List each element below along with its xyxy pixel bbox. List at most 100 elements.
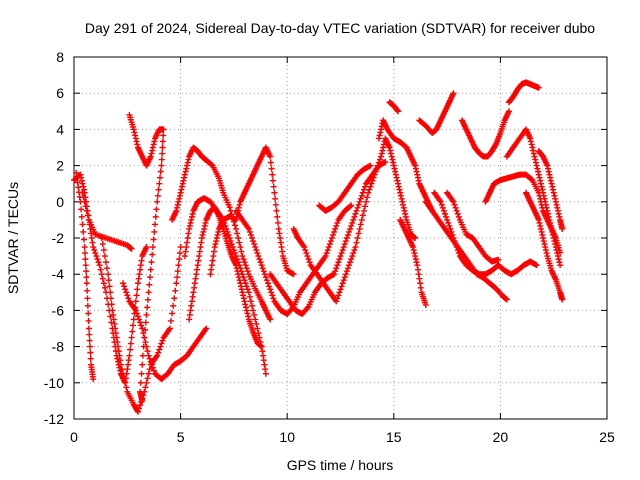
data-point xyxy=(355,230,362,237)
data-point xyxy=(378,150,385,157)
data-point xyxy=(528,141,535,148)
data-point xyxy=(142,339,149,346)
data-point xyxy=(148,361,155,368)
data-point xyxy=(549,228,556,235)
data-point xyxy=(366,186,373,193)
data-point xyxy=(332,225,339,232)
data-point xyxy=(302,247,309,254)
data-point xyxy=(401,207,408,214)
data-point xyxy=(347,259,354,266)
data-point xyxy=(235,271,242,278)
data-point xyxy=(268,289,275,296)
data-point xyxy=(356,225,363,232)
data-point xyxy=(191,284,198,291)
data-point xyxy=(245,289,252,296)
data-point xyxy=(138,370,145,377)
data-point xyxy=(341,274,348,281)
data-point xyxy=(178,186,185,193)
data-point xyxy=(322,253,329,260)
x-tick-label: 5 xyxy=(177,429,185,445)
data-point xyxy=(242,304,249,311)
data-point xyxy=(80,228,87,235)
data-point xyxy=(83,280,90,287)
data-point xyxy=(386,144,393,151)
data-point xyxy=(414,174,421,181)
data-point xyxy=(277,235,284,241)
data-point xyxy=(179,183,186,190)
data-point xyxy=(118,366,125,373)
data-point xyxy=(138,257,145,264)
data-point xyxy=(137,319,144,326)
series-track-16 xyxy=(386,99,402,115)
series-track-25 xyxy=(503,126,564,269)
data-point xyxy=(539,186,546,193)
data-point xyxy=(417,280,424,287)
data-point xyxy=(541,241,548,248)
data-point xyxy=(131,129,138,136)
data-point xyxy=(104,265,111,272)
data-point xyxy=(174,204,181,211)
data-point xyxy=(340,277,347,284)
x-tick-label: 20 xyxy=(493,429,509,445)
data-point xyxy=(159,138,166,145)
data-point xyxy=(347,203,354,210)
data-point xyxy=(344,231,351,238)
data-point xyxy=(117,357,124,364)
data-point xyxy=(73,174,80,181)
data-point xyxy=(412,162,419,169)
data-point xyxy=(250,307,257,314)
data-point xyxy=(75,184,82,191)
data-point xyxy=(354,235,361,241)
data-point xyxy=(87,355,94,362)
data-point xyxy=(359,189,366,196)
data-point xyxy=(168,317,175,324)
data-point xyxy=(173,207,180,214)
data-point xyxy=(152,213,159,220)
data-point xyxy=(196,248,203,255)
data-point xyxy=(327,238,334,245)
data-point xyxy=(87,349,94,356)
data-point xyxy=(107,295,114,302)
data-point xyxy=(394,107,401,114)
data-point xyxy=(532,156,539,163)
data-point xyxy=(444,216,451,223)
data-point xyxy=(413,259,420,266)
data-point xyxy=(181,171,188,178)
data-point xyxy=(538,228,545,235)
data-point xyxy=(240,256,247,263)
data-point xyxy=(549,231,556,238)
data-point xyxy=(247,231,254,238)
data-point xyxy=(145,289,152,296)
data-point xyxy=(81,198,88,205)
data-point xyxy=(160,126,167,133)
y-tick-label: 4 xyxy=(56,121,64,137)
data-point xyxy=(109,307,116,314)
data-point xyxy=(145,370,152,377)
data-point xyxy=(349,219,356,226)
data-point xyxy=(258,262,265,269)
data-point xyxy=(270,183,277,190)
data-point xyxy=(209,257,216,264)
data-point xyxy=(254,250,261,257)
data-point xyxy=(183,165,190,172)
x-tick-label: 0 xyxy=(70,429,78,445)
data-point xyxy=(352,210,359,217)
data-point xyxy=(547,222,554,229)
data-point xyxy=(149,144,156,151)
data-point xyxy=(261,361,268,368)
data-point xyxy=(247,298,254,305)
data-point xyxy=(539,231,546,238)
data-point xyxy=(176,256,183,263)
chart-title: Day 291 of 2024, Sidereal Day-to-day VTE… xyxy=(85,20,595,36)
data-point xyxy=(126,352,133,359)
data-point xyxy=(538,183,545,190)
data-point xyxy=(343,268,350,275)
data-point xyxy=(234,230,241,237)
data-point xyxy=(334,219,341,226)
data-point xyxy=(94,256,101,263)
data-point xyxy=(159,144,166,151)
data-point xyxy=(548,225,555,232)
data-point xyxy=(412,165,419,172)
data-point xyxy=(197,244,204,251)
series-track-22 xyxy=(459,108,512,160)
